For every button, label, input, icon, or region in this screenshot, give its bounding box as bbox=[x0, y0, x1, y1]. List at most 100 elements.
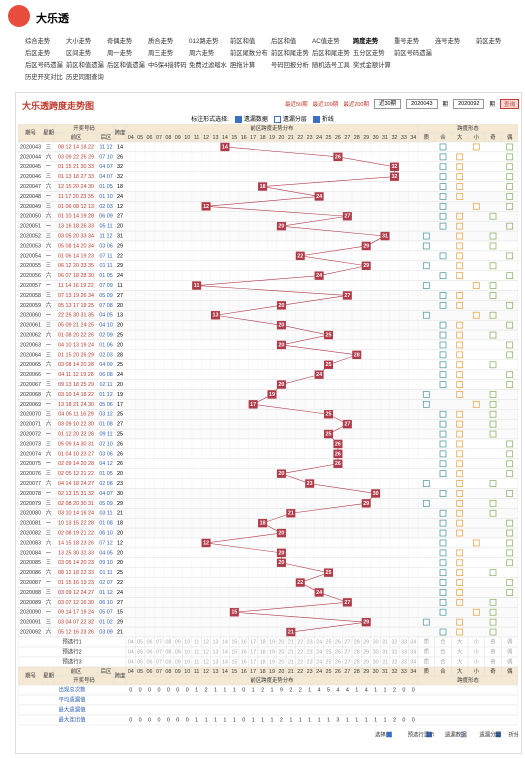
span-marker-label: 31 bbox=[382, 233, 388, 239]
nav-link[interactable]: 历史开奖对比 bbox=[25, 74, 63, 81]
nav-link[interactable]: 历史同期查询 bbox=[66, 74, 104, 81]
nav-link[interactable]: 胆拖计算 bbox=[230, 62, 256, 69]
checkbox[interactable] bbox=[312, 115, 320, 123]
weekday: 一 bbox=[46, 253, 52, 259]
mark-option[interactable]: 遗漏分层 bbox=[273, 114, 307, 123]
footer-option[interactable]: 遗漏分层 bbox=[479, 730, 501, 738]
nav-link[interactable]: 奇偶走势 bbox=[107, 38, 133, 45]
span-marker bbox=[276, 221, 286, 231]
shape-mark bbox=[439, 490, 447, 497]
preselect-cell: 11 bbox=[194, 659, 200, 665]
nav-link[interactable]: 周三走势 bbox=[148, 50, 174, 57]
nav-link[interactable]: 中5保4接转码 bbox=[148, 62, 187, 69]
checkbox[interactable] bbox=[495, 731, 501, 738]
nav-link[interactable]: 前区号码遗漏 bbox=[394, 50, 432, 57]
checkbox[interactable] bbox=[460, 731, 467, 738]
footer-option[interactable]: 遗漏数据 bbox=[445, 730, 467, 738]
issue: 2020064 bbox=[20, 352, 41, 358]
weekday: 一 bbox=[46, 431, 52, 437]
nav-link[interactable]: 奖式金额计算 bbox=[353, 62, 391, 69]
nav-link[interactable]: 后区和尾走势 bbox=[312, 50, 350, 57]
span-marker bbox=[324, 410, 334, 419]
nav-link[interactable]: 后区和值 bbox=[271, 38, 297, 45]
preselect-cell: 18 bbox=[260, 649, 266, 655]
nav-link[interactable]: 前区和值遗漏 bbox=[66, 62, 104, 69]
nav-link[interactable]: 区间走势 bbox=[66, 50, 92, 57]
from-input[interactable]: 2020043 bbox=[406, 99, 438, 109]
checkbox[interactable] bbox=[234, 115, 242, 123]
span-marker-label: 25 bbox=[326, 362, 332, 368]
preselect-label: 预选行1 bbox=[62, 637, 81, 645]
nav-link[interactable]: 号码回报分析 bbox=[271, 62, 309, 69]
nav-link[interactable]: 周六走势 bbox=[189, 50, 215, 57]
option-label: 遗漏分层 bbox=[282, 117, 307, 123]
range-link[interactable]: 最近50期 bbox=[285, 102, 308, 108]
issue: 2020069 bbox=[20, 402, 41, 408]
nav-link[interactable]: 质合走势 bbox=[148, 38, 174, 45]
nav-link[interactable]: 周一走势 bbox=[107, 50, 133, 57]
span-value: 29 bbox=[117, 620, 123, 626]
footer-option[interactable]: 预选行显示 bbox=[408, 730, 436, 738]
nav-link[interactable]: 大小走势 bbox=[66, 38, 92, 45]
span-value: 24 bbox=[117, 372, 123, 378]
nav-link[interactable]: 前区走势 bbox=[476, 38, 502, 45]
span-marker-label: 25 bbox=[326, 412, 332, 418]
to-input[interactable]: 2020092 bbox=[453, 99, 485, 109]
front-numbers: 04 11 12 19 28 bbox=[58, 372, 94, 378]
shape-mark bbox=[456, 420, 464, 428]
preselect-cell: 26 bbox=[335, 659, 341, 665]
nav-link[interactable]: 前区和值 bbox=[230, 38, 256, 45]
span-marker-label: 29 bbox=[363, 501, 369, 507]
checkbox[interactable] bbox=[386, 731, 392, 738]
footer-option[interactable]: 折线 bbox=[509, 730, 518, 738]
nav-link[interactable]: 免费过滤缩水 bbox=[189, 62, 227, 69]
range-link[interactable]: 最近200期 bbox=[343, 102, 369, 108]
shape-mark bbox=[456, 559, 464, 567]
span-marker bbox=[201, 538, 211, 548]
nav-link[interactable]: 前区尾数分布 bbox=[230, 50, 268, 57]
nav-link[interactable]: 前区和尾走势 bbox=[271, 50, 309, 57]
shape-mark bbox=[489, 212, 497, 220]
range-select[interactable]: 近30期 bbox=[374, 99, 402, 109]
nav-link[interactable]: AC值走势 bbox=[312, 38, 340, 45]
nav-link[interactable]: 后区和值遗漏 bbox=[107, 62, 145, 69]
nav-link[interactable]: 随机选号工具 bbox=[312, 62, 350, 69]
preselect-cell: 20 bbox=[278, 639, 284, 645]
nav-link[interactable]: 连号走势 bbox=[435, 38, 461, 45]
nav-link[interactable]: 012路走势 bbox=[189, 38, 219, 45]
stat-value: 0 bbox=[412, 717, 415, 723]
nav-link[interactable]: 后区走势 bbox=[25, 50, 51, 57]
mark-option[interactable]: 遗漏数据 bbox=[234, 114, 268, 123]
span-marker bbox=[333, 459, 343, 468]
nav-link[interactable]: 跨度走势 bbox=[353, 38, 379, 45]
range-link[interactable]: 最近100期 bbox=[312, 102, 339, 108]
shape-mark bbox=[489, 242, 497, 250]
nav-link[interactable]: 综合走势 bbox=[25, 38, 51, 45]
query-button[interactable]: 查询 bbox=[500, 99, 520, 109]
front-numbers: 09 14 17 19 24 bbox=[58, 610, 94, 616]
nav-link[interactable]: 重号走势 bbox=[394, 38, 420, 45]
front-numbers: 13 25 30 32 33 bbox=[58, 550, 94, 556]
nav-link[interactable]: 五分区走势 bbox=[353, 50, 385, 57]
back-numbers: 01 12 bbox=[99, 392, 113, 398]
header: 前区跨度走势分布 bbox=[250, 676, 294, 684]
mark-option[interactable]: 折线 bbox=[312, 114, 334, 123]
preselect-cell: 19 bbox=[269, 639, 275, 645]
span-marker bbox=[276, 320, 286, 330]
preselect-cell: 31 bbox=[382, 639, 388, 645]
shape-mark bbox=[456, 460, 464, 468]
shape-mark bbox=[439, 430, 447, 438]
issue: 2020061 bbox=[20, 323, 41, 329]
shape-mark bbox=[456, 341, 464, 349]
shape-mark bbox=[489, 569, 497, 577]
issue: 2020085 bbox=[20, 560, 41, 566]
span-value: 22 bbox=[117, 253, 123, 259]
span-marker-label: 20 bbox=[278, 303, 284, 309]
checkbox[interactable] bbox=[273, 115, 281, 123]
shape-mark bbox=[439, 440, 447, 448]
checkbox[interactable] bbox=[426, 731, 432, 738]
issue: 2020090 bbox=[20, 610, 41, 616]
nav-link[interactable]: 后区号码遗漏 bbox=[25, 62, 63, 69]
front-numbers: 11 14 16 19 22 bbox=[58, 283, 94, 289]
span-marker bbox=[324, 568, 334, 577]
